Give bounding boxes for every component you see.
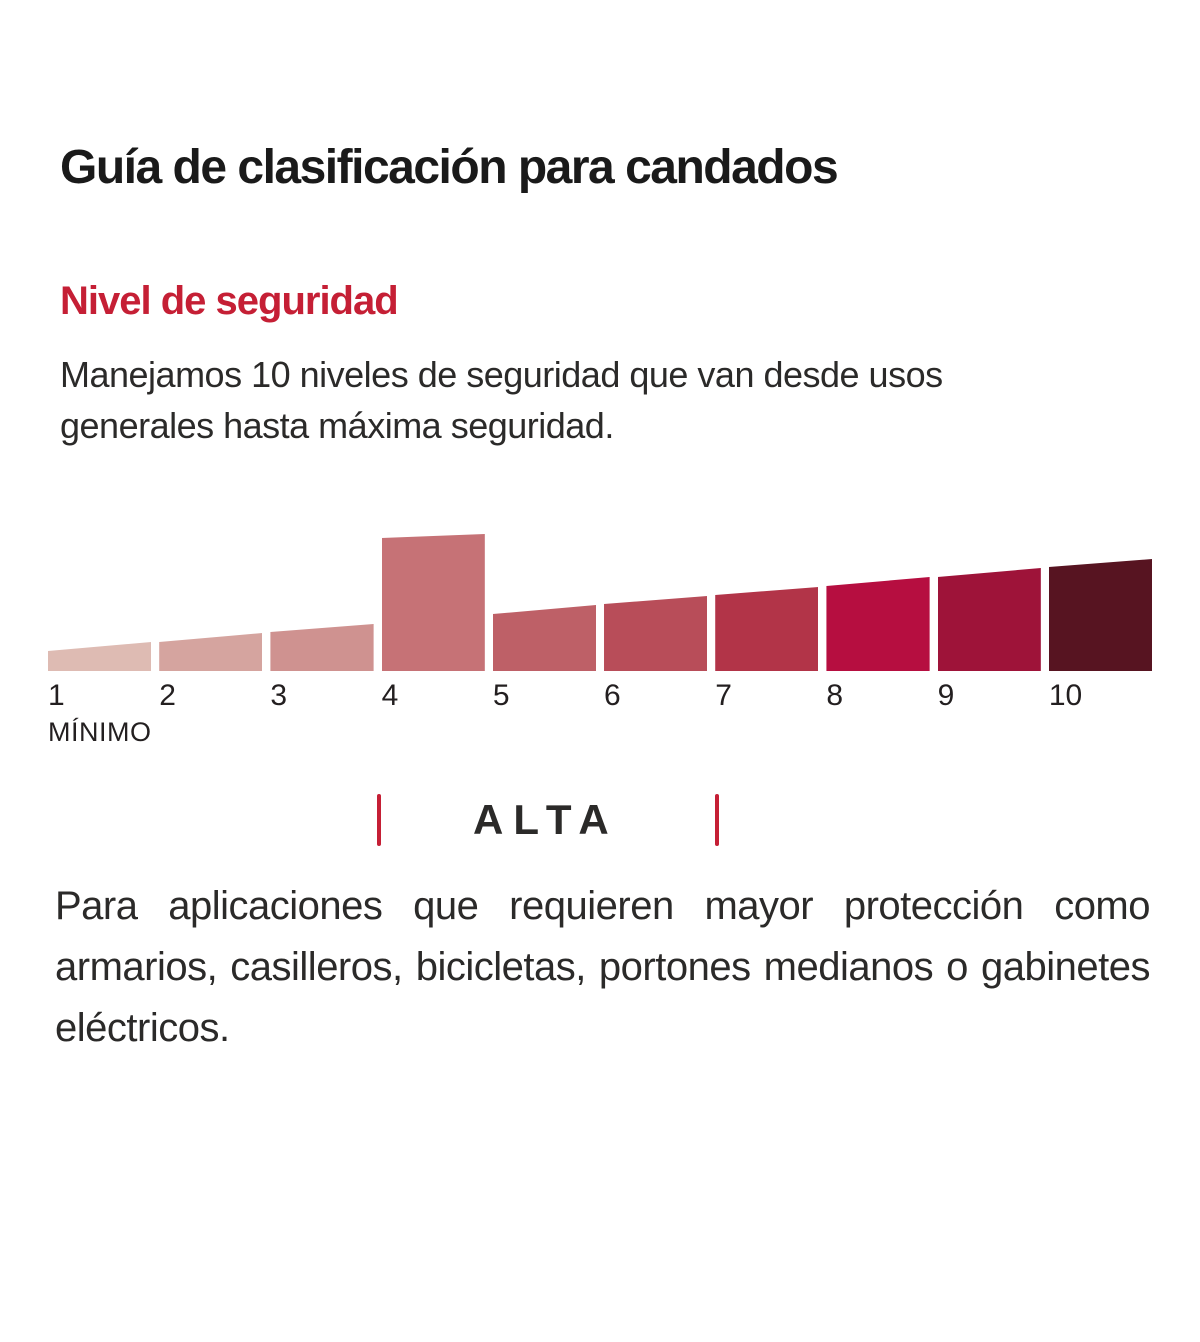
level-label-7: 7	[715, 679, 732, 713]
level-label-1: 1	[48, 679, 65, 713]
level-label-4: 4	[381, 679, 399, 713]
level-bar-9	[937, 568, 1041, 672]
range-label: ALTA	[473, 796, 619, 844]
level-label-9: 9	[937, 679, 955, 713]
level-bar-3	[270, 624, 374, 672]
level-bar-7	[715, 587, 819, 672]
chart-bars	[48, 531, 1153, 672]
section-heading: Nivel de seguridad	[60, 278, 399, 323]
intro-text: Manejamos 10 niveles de seguridad que va…	[60, 353, 943, 446]
range-marker: ALTA	[48, 794, 1152, 850]
minimum-label: MÍNIMO	[48, 717, 152, 748]
page-title: Guía de clasificación para candados	[60, 141, 839, 194]
page: Guía de clasificación para candados Nive…	[0, 141, 1200, 1342]
level-bar-5	[492, 605, 597, 672]
level-bar-8	[826, 577, 930, 672]
level-label-6: 6	[604, 679, 621, 713]
level-bar-4-highlighted	[381, 534, 485, 672]
range-tick-right-icon	[714, 794, 719, 847]
level-label-2: 2	[159, 679, 176, 713]
level-bar-10	[1048, 559, 1153, 672]
chart-level-labels: 1 2 3 4 5 6 7 8 9 10	[48, 679, 1152, 713]
level-label-8: 8	[826, 679, 844, 713]
range-tick-left-icon	[376, 794, 381, 847]
description-text: Para aplicaciones que requieren mayor pr…	[55, 884, 1151, 1051]
level-label-10: 10	[1048, 679, 1083, 713]
level-label-3: 3	[270, 679, 288, 713]
level-bar-6	[604, 596, 708, 672]
security-level-chart: 1 2 3 4 5 6 7 8 9 10 MÍNIMO	[48, 531, 1153, 748]
level-bar-1	[48, 642, 152, 672]
level-label-5: 5	[492, 679, 510, 713]
level-bar-2	[159, 633, 263, 672]
